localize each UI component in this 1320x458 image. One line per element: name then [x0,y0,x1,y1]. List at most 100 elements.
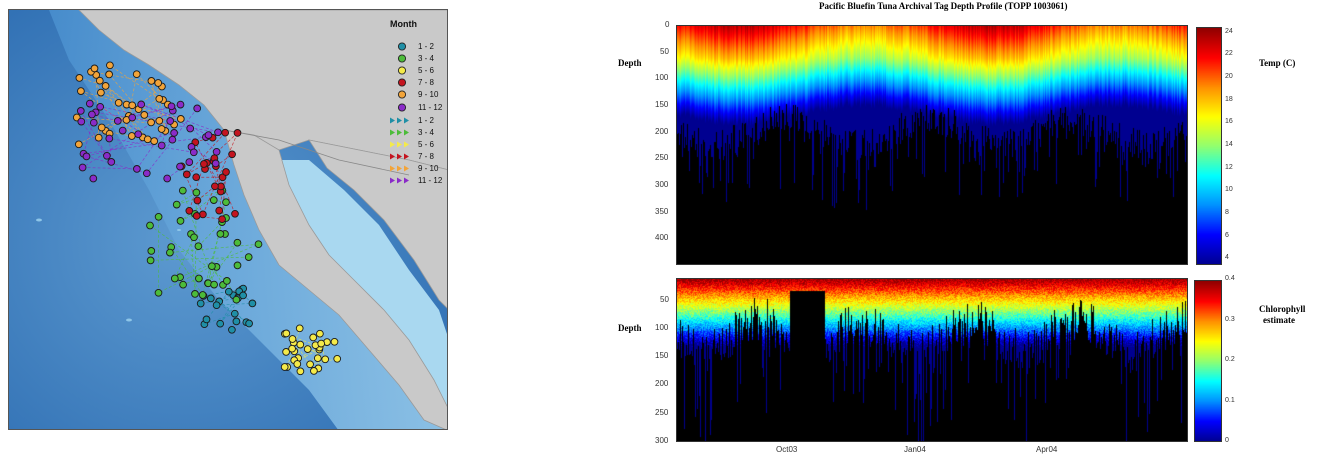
tag-location-point [306,360,314,369]
tag-location-point [210,280,218,289]
tag-location-point [212,147,221,156]
colorbar-tick-label: 14 [1225,141,1233,148]
legend-entry-label: 3 - 4 [418,127,435,137]
tag-location-point [204,131,213,139]
tag-location-point [193,104,202,113]
tag-location-point [155,116,164,125]
tag-location-point [106,61,114,70]
track-segment [204,313,235,325]
tag-location-point [77,117,86,126]
tag-location-point [200,160,208,168]
legend-dot-symbol [397,66,407,75]
tag-location-point [221,128,230,137]
y-tick-label: 50 [660,294,669,304]
colorbar-tick-label: 22 [1225,50,1233,58]
tag-location-point [94,133,103,142]
island [177,229,181,231]
tag-location-point [245,319,253,328]
tag-location-point [168,135,177,144]
track-segment [176,190,223,205]
tag-location-point [196,299,205,308]
track-segment [161,106,172,146]
tag-location-point [282,329,291,338]
tag-location-point [202,315,211,324]
legend-entry-label: 11 - 12 [418,102,443,112]
tag-location-point [230,309,239,318]
legend-track-entry: 1 - 2 [388,115,446,126]
tag-location-point [317,339,326,348]
track-segment [151,80,160,121]
legend-arrow-symbol [390,153,409,160]
track-segment [188,163,205,211]
tag-location-point [163,174,172,183]
y-tick-label: 50 [660,46,669,56]
colorbar-tick-label: 4 [1225,254,1229,262]
tag-location-point [128,113,137,122]
tag-location-point [97,88,105,97]
legend-entry-label: 3 - 4 [418,54,435,64]
tag-location-point [233,238,242,247]
legend-dot-symbol [397,42,407,51]
baja-peninsula [223,129,447,429]
tag-location-point [215,206,224,215]
colorbar-tick-label: 18 [1225,95,1233,103]
track-segment [203,132,238,165]
track-segment [80,110,108,156]
track-segment [194,192,197,294]
legend-entry-label: 9 - 10 [418,90,439,100]
chlorophyll-heatmap [676,278,1188,442]
legend-dot-symbol [397,90,407,99]
tag-location-point [206,294,215,303]
tag-location-point [296,367,305,376]
track-segment [141,104,209,136]
y-tick-label: 400 [655,233,669,243]
y-tick-label: 300 [655,180,669,189]
tag-location-point [95,76,104,85]
track-segment [284,333,316,346]
track-segment [211,266,224,286]
legend-point-entry: 11 - 12 [388,102,446,113]
track-segment [81,121,112,163]
tag-location-point [77,87,85,95]
temperature-colorbar-canvas [1197,28,1221,264]
track-segment [108,74,139,110]
tag-location-point [176,100,185,109]
track-segment [80,90,143,138]
tag-location-point [310,367,318,375]
tag-location-point [193,196,202,205]
tag-location-point [282,348,290,356]
y-tick-label: 200 [655,379,669,389]
tag-location-point [147,77,156,85]
tag-location-point [128,101,137,110]
colorbar-tick-label: 10 [1225,186,1233,194]
legend-entry-label: 5 - 6 [418,139,435,149]
track-segment [186,132,226,175]
legend-point-entry: 7 - 8 [388,77,446,88]
tag-location-point [182,170,191,179]
tag-points [72,61,342,376]
tag-location-point [233,129,242,137]
track-segment [206,162,222,187]
tag-location-point [154,79,163,87]
y-tick-label: 250 [655,407,669,417]
bottom-y-axis-label: Depth [618,323,642,333]
top-y-axis-label: Depth [618,58,642,68]
tag-location-point [147,118,155,127]
track-segment [90,71,159,84]
track-segment [174,237,195,279]
tag-location-point [190,233,198,242]
tag-location-point [199,210,207,219]
y-tick-label: 150 [655,351,669,361]
colorbar-tick-label: 0 [1225,437,1229,444]
y-tick-label: 150 [655,100,669,109]
chlorophyll-heatmap-canvas [677,279,1187,441]
legend-entry-label: 7 - 8 [418,151,435,161]
track-segment [108,138,112,162]
tag-location-point [218,215,226,224]
track-segment [150,256,249,261]
track-segment [186,162,207,175]
tag-location-point [74,140,83,149]
track-segment [126,118,181,121]
tag-location-point [146,256,155,265]
tag-location-point [185,158,194,166]
